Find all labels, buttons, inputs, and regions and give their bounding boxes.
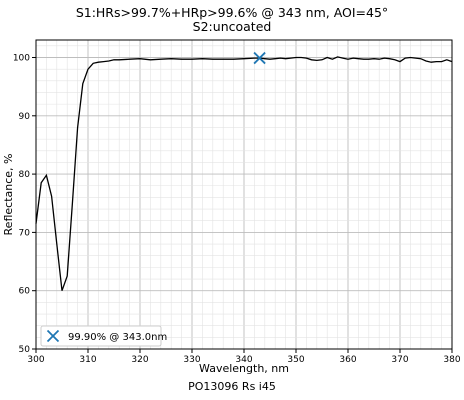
legend: 99.90% @ 343.0nm — [40, 325, 167, 347]
x-tick-label: 310 — [79, 355, 96, 365]
x-tick-label: 330 — [183, 355, 200, 365]
y-tick-label: 50 — [19, 345, 31, 355]
y-tick-label: 80 — [19, 170, 31, 180]
y-tick-label: 60 — [19, 287, 31, 297]
x-tick-label: 300 — [27, 355, 44, 365]
x-tick-label: 360 — [339, 355, 356, 365]
legend-box — [40, 325, 162, 347]
grid — [35, 40, 453, 350]
y-axis-label: Reflectance, % — [2, 154, 15, 236]
axis-ticks: 300 310 320 330 340 350 360 370 380 50 60 70 80 90 100 — [13, 53, 461, 365]
x-axis-label: Wavelength, nm — [199, 362, 289, 375]
legend-x-icon — [46, 329, 60, 343]
x-tick-label: 380 — [443, 355, 460, 365]
chart-footer: PO13096 Rs i45 — [188, 380, 276, 393]
reflectance-line — [35, 56, 453, 291]
y-tick-label: 90 — [19, 112, 31, 122]
x-tick-label: 320 — [131, 355, 148, 365]
y-tick-label: 100 — [13, 53, 30, 63]
chart-title: S1:HRs>99.7%+HRp>99.6% @ 343 nm, AOI=45° — [75, 5, 389, 20]
peak-marker-stroke — [253, 51, 266, 65]
legend-x-stroke — [46, 329, 60, 343]
legend-label: 99.90% @ 343.0nm — [68, 332, 167, 343]
peak-marker — [253, 51, 266, 65]
y-tick-label: 70 — [19, 228, 31, 238]
x-tick-label: 340 — [235, 355, 252, 365]
chart-subtitle: S2:uncoated — [192, 19, 272, 34]
x-tick-label: 350 — [287, 355, 304, 365]
x-tick-label: 370 — [391, 355, 408, 365]
